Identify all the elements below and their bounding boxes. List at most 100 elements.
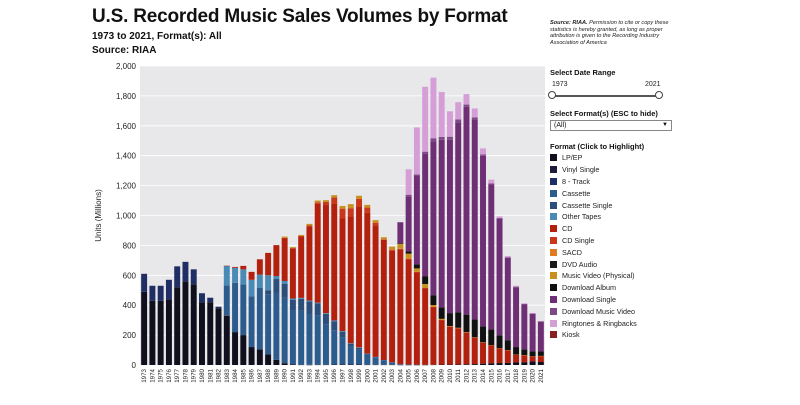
legend-item[interactable]: Music Video (Physical) (550, 270, 637, 282)
date-range-slider[interactable] (551, 95, 659, 97)
legend-swatch (550, 295, 557, 303)
bar-segment (347, 208, 354, 217)
x-tick-label: 2002 (381, 368, 388, 382)
x-tick-label: 1988 (265, 368, 272, 382)
x-tick-label: 2001 (373, 368, 380, 382)
bar-segment (256, 274, 263, 289)
bar-segment (504, 256, 511, 258)
bar-segment (496, 335, 503, 349)
bar-segment (372, 220, 379, 223)
bar-segment (232, 282, 239, 333)
bar-segment (480, 342, 486, 364)
bar-segment (463, 106, 470, 315)
bar-segment (413, 174, 420, 177)
x-tick-label: 1989 (273, 368, 280, 382)
bar-segment (306, 225, 313, 227)
bar-segment (281, 236, 288, 238)
bar-segment (463, 104, 470, 107)
bar-segment (397, 364, 404, 365)
bar-segment (314, 302, 321, 304)
x-tick-label: 2019 (521, 368, 528, 382)
x-tick-label: 1998 (348, 368, 355, 382)
legend-item[interactable]: Download Album (550, 282, 637, 294)
bar-segment (422, 276, 429, 284)
bar-segment (405, 196, 412, 252)
legend-item[interactable]: Download Single (550, 294, 637, 306)
bar-segment (513, 285, 520, 287)
legend-item[interactable]: Ringtones & Ringbacks (550, 317, 637, 329)
bar-segment (289, 364, 296, 365)
range-start-handle[interactable] (548, 91, 556, 99)
bar-segment (331, 330, 338, 365)
bar-segment (356, 206, 363, 348)
bar-segment (331, 320, 338, 322)
legend-label: Cassette Single (562, 200, 613, 210)
bar-segment (438, 320, 445, 365)
legend-label: Music Video (Physical) (562, 271, 635, 281)
bar-segment (314, 200, 321, 203)
x-tick-label: 2021 (538, 368, 545, 382)
x-tick-label: 2011 (455, 368, 462, 382)
x-tick-label: 1973 (141, 368, 148, 382)
legend-item[interactable]: Cassette Single (550, 199, 637, 211)
bar-segment (446, 111, 453, 137)
bar-segment (480, 363, 486, 365)
bar-segment (298, 298, 305, 311)
legend-item[interactable]: Kiosk (550, 329, 637, 341)
x-tick-label: 2013 (472, 368, 479, 382)
y-tick-label: 600 (123, 271, 137, 280)
bar-segment (322, 324, 329, 365)
bar-segment (331, 197, 338, 204)
legend-item[interactable]: CD (550, 223, 637, 235)
legend-item[interactable]: DVD Audio (550, 258, 637, 270)
bar-segment (529, 351, 536, 357)
source-label: Source: RIAA (92, 45, 157, 56)
bar-segment (265, 252, 272, 276)
bar-segment (273, 279, 280, 293)
bar-segment (529, 314, 536, 352)
permission-lead: Source: RIAA. (550, 20, 588, 26)
legend-item[interactable]: Vinyl Single (550, 164, 637, 176)
legend-label: Download Album (562, 283, 616, 293)
bar-segment (306, 314, 313, 365)
bar-segment (480, 155, 486, 327)
bar-segment (339, 331, 346, 338)
bar-segment (521, 349, 528, 355)
stacked-bar-chart: 0 200 400 600 800 1,000 1,200 1,400 1,600 1,800 2,… (94, 62, 545, 383)
bar-segment (248, 296, 255, 348)
bar-segment (405, 253, 412, 259)
bar-segment (513, 287, 520, 348)
format-select[interactable]: (All) ▼ (550, 120, 672, 131)
bar-segment (397, 243, 404, 249)
chart-title: U.S. Recorded Music Sales Volumes by For… (92, 6, 508, 27)
legend-item[interactable]: Download Music Video (550, 305, 637, 317)
x-tick-label: 1992 (298, 368, 305, 382)
bar-segment (496, 217, 503, 219)
bar-segment (298, 237, 305, 298)
legend-item[interactable]: Cassette (550, 187, 637, 199)
legend-swatch (550, 331, 557, 339)
bar-segment (413, 272, 420, 365)
bar-segment (488, 183, 495, 185)
y-tick-label: 2,000 (116, 62, 137, 71)
x-tick-label: 1984 (232, 368, 239, 382)
x-tick-label: 1977 (174, 368, 181, 382)
y-tick-label: 1,600 (116, 122, 137, 131)
legend-item[interactable]: SACD (550, 246, 637, 258)
x-tick-label: 2018 (513, 368, 520, 382)
legend-item[interactable]: Other Tapes (550, 211, 637, 223)
bar-segment (165, 279, 172, 300)
bar-segment (496, 348, 503, 364)
bar-segment (405, 194, 412, 197)
x-tick-label: 1997 (340, 368, 347, 382)
bar-segment (397, 222, 404, 244)
bar-segment (430, 138, 437, 142)
legend-item[interactable]: CD Single (550, 235, 637, 247)
legend-swatch (550, 225, 557, 233)
bar-segment (413, 176, 420, 265)
range-end-handle[interactable] (655, 91, 663, 99)
bar-segment (273, 276, 280, 280)
legend-item[interactable]: 8 - Track (550, 176, 637, 188)
legend-item[interactable]: LP/EP (550, 152, 637, 164)
bar-segment (438, 318, 445, 321)
